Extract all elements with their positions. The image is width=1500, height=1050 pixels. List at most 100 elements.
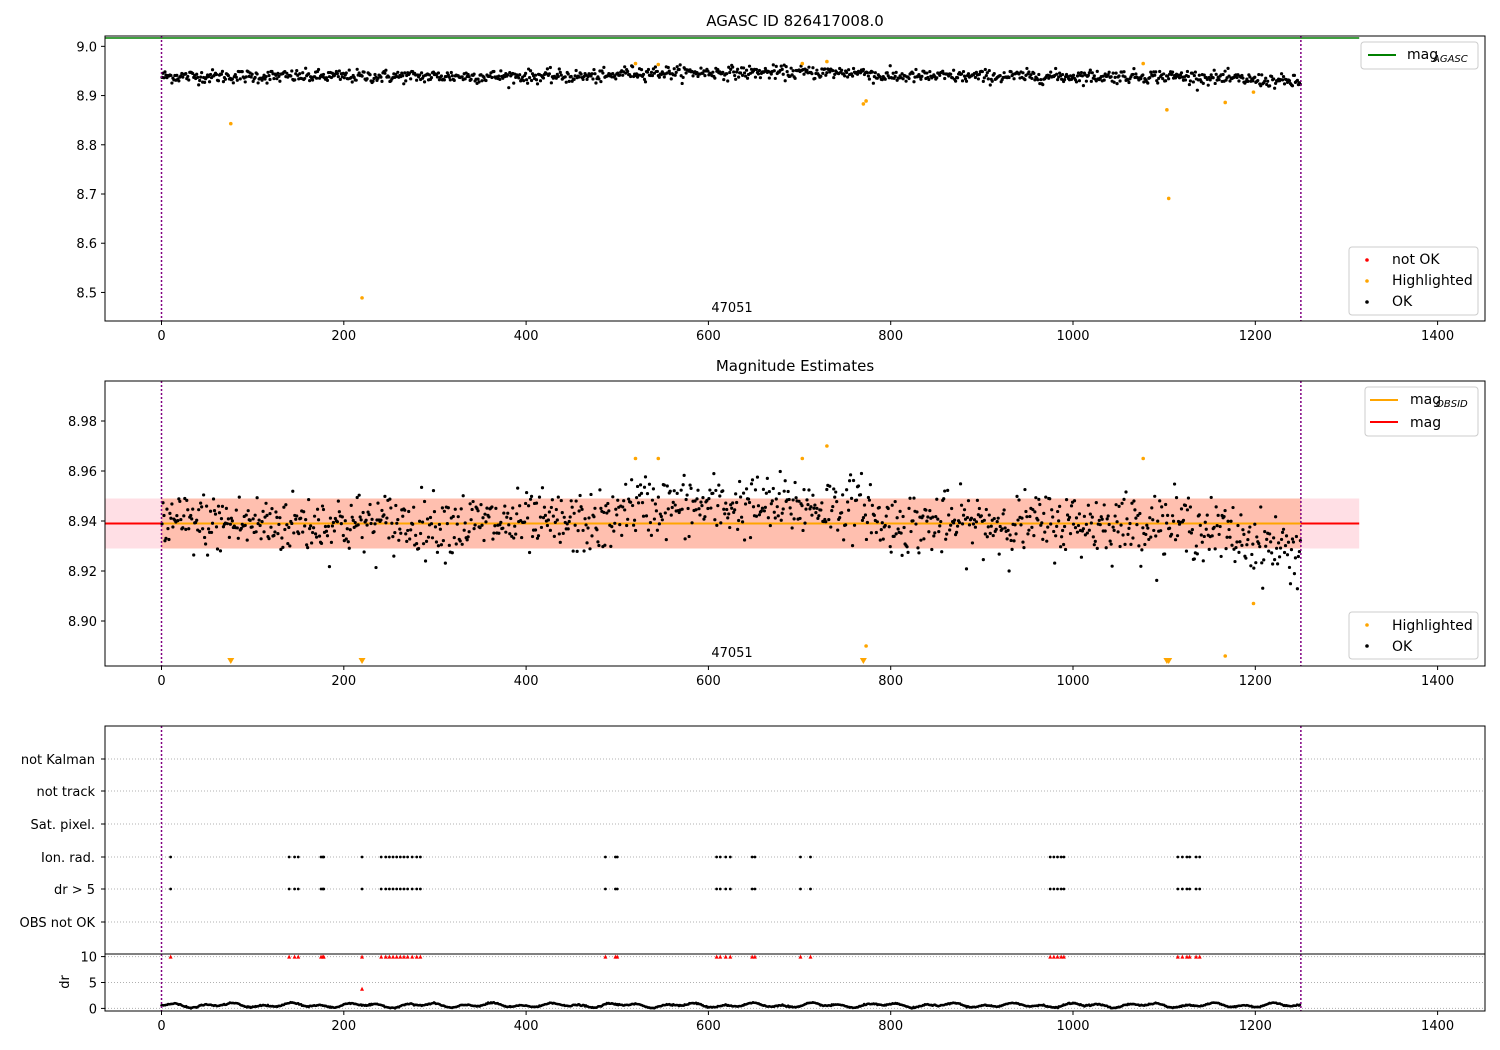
x-tick-label: 0 [157,329,165,344]
data-point-ok [365,523,369,527]
data-point-ok [197,508,201,512]
data-point-ok [787,497,791,502]
data-point-ok [411,522,415,526]
data-point-ok [476,509,480,513]
data-point-ok [264,74,268,79]
data-point-ok [812,506,816,510]
y-tick-label: 10 [80,951,97,966]
data-point-ok [1023,78,1027,82]
data-point-ok [579,505,583,509]
data-point-ok [482,538,486,543]
data-point-ok [706,506,710,511]
data-point-ok [359,518,363,522]
data-point-ok [492,531,496,535]
data-point-ok [512,81,516,85]
data-point-ok [946,488,950,492]
data-point-ok [840,511,844,515]
data-point-ok [914,67,918,72]
data-point-ok [870,503,874,507]
data-point-ok [184,71,188,76]
data-point-ok [1021,540,1025,544]
data-point-ok [333,516,337,521]
data-point-ok [1081,527,1086,531]
data-point-ok [755,475,760,479]
data-point-ok [1264,76,1268,80]
flag-point [1180,855,1184,859]
data-point-highlighted [1165,108,1169,112]
ok-points [160,63,1302,92]
data-point-ok [790,73,794,77]
data-point-ok [735,70,739,74]
data-point-ok [272,76,276,81]
x-tick-label: 800 [878,329,903,344]
data-point-ok [163,70,167,74]
data-point-ok [1159,529,1163,533]
data-point-ok [335,520,339,524]
data-point-ok [1123,75,1127,79]
data-point-ok [1005,537,1009,541]
data-point-ok [382,513,386,517]
data-point-ok [1041,83,1045,87]
data-point-ok [649,70,654,74]
data-point-ok [1218,524,1222,529]
data-point-ok [343,519,347,523]
data-point-ok [983,532,987,536]
y-tick-label: 8.94 [68,515,97,530]
data-point-ok [195,72,199,76]
data-point-highlighted [825,444,829,448]
data-point-ok [227,535,231,540]
data-point-ok [461,494,465,498]
category-label: Ion. rad. [41,851,95,866]
x-tick-label: 200 [331,674,356,689]
data-point-ok [1291,540,1296,544]
data-point-ok [594,81,598,85]
data-point-ok [1190,71,1194,75]
data-point-ok [1183,503,1188,508]
data-point-ok [1104,546,1108,550]
data-point-ok [442,509,446,513]
data-point-ok [276,531,280,536]
data-point-ok [788,506,792,510]
data-point-ok [1100,517,1104,521]
data-point-ok [927,77,931,82]
data-point-ok [976,77,980,81]
data-point-ok [659,514,663,519]
data-point-ok [973,75,978,80]
data-point-ok [849,496,854,500]
data-point-ok [283,527,287,532]
data-point-ok [636,501,641,505]
data-point-highlighted [1223,654,1228,658]
data-point-ok [214,72,219,77]
data-point-ok [866,495,871,500]
data-point-ok [1177,76,1182,80]
data-point-ok [768,523,772,528]
data-point-ok [490,505,494,509]
data-point-ok [1226,519,1230,523]
data-point-ok [1001,512,1005,516]
data-point-ok [170,81,174,85]
data-point-ok [534,78,539,82]
data-point-highlighted [800,456,805,461]
data-point-ok [373,522,377,526]
data-point-ok [674,70,678,74]
data-point-ok [1198,523,1202,527]
data-point-ok [976,513,980,517]
data-point-ok [234,508,238,512]
data-point-ok [824,73,828,77]
data-point-ok [1191,80,1195,84]
data-point-ok [672,489,676,493]
data-point-ok [355,495,359,500]
data-point-ok [758,76,763,80]
data-point-ok [1148,75,1152,80]
data-point-ok [669,513,673,517]
data-point-ok [1158,69,1162,74]
dr-threshold-marker [391,954,396,959]
data-point-ok [1021,71,1025,75]
data-point-ok [1228,535,1232,539]
data-point-ok [1102,503,1106,507]
data-point-ok [572,77,576,81]
data-point-ok [1127,526,1131,530]
data-point-ok [460,75,464,79]
data-point-ok [256,521,260,526]
data-point-ok [742,538,747,542]
